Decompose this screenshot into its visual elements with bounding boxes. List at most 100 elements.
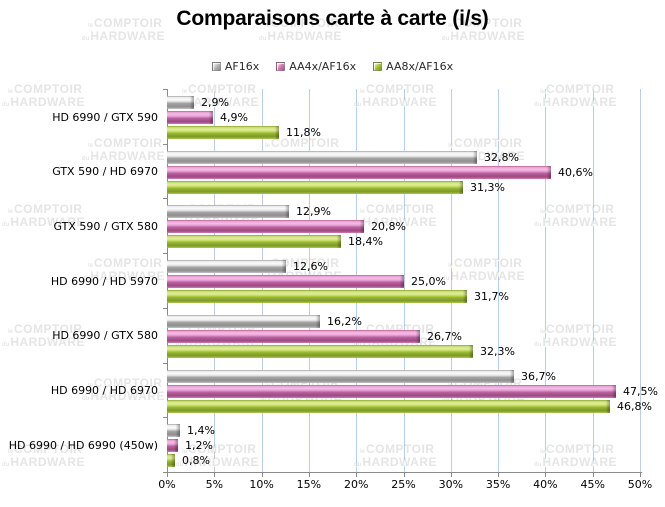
bar-value-label: 18,4% [348,235,383,248]
y-axis-tick [163,89,167,90]
y-axis-tick [163,363,167,364]
x-tick-label: 10% [249,478,274,491]
x-axis-tick [592,472,594,477]
bar-value-label: 12,6% [293,260,328,273]
bar-value-label: 32,8% [484,151,519,164]
legend-swatch-icon [276,62,286,71]
x-axis-tick [545,472,547,477]
x-axis-tick [167,472,168,477]
y-axis-tick [163,417,167,418]
x-tick-label: 5% [205,478,224,491]
x-tick-label: 0% [158,478,176,491]
legend-item-af16x: AF16x [211,60,260,73]
legend-item-aa8x-af16x: AA8x/AF16x [373,60,453,73]
category-label: GTX 590 / HD 6970 [52,165,158,178]
x-axis-tick [214,472,216,477]
bar-value-label: 36,7% [521,370,556,383]
legend-swatch-icon [211,62,221,71]
bar-value-label: 2,9% [201,96,229,109]
x-tick-label: 40% [533,478,558,491]
gridline [545,89,547,472]
x-axis-tick [356,472,358,477]
bar-aa8x-af16x [167,345,473,358]
bar-value-label: 1,4% [187,424,215,437]
gridline [592,89,594,472]
bar-aa8x-af16x [167,400,610,413]
bar-value-label: 26,7% [427,330,462,343]
chart-title: Comparaisons carte à carte (i/s) [176,7,489,30]
x-tick-label: 50% [627,478,653,491]
x-tick-label: 20% [343,478,369,491]
bar-value-label: 0,8% [182,454,210,467]
bar-af16x [167,424,180,437]
category-label: HD 6990 / HD 5970 [50,275,158,288]
category-label: HD 6990 / HD 6990 (450w) [8,439,158,452]
bar-value-label: 20,8% [371,220,406,233]
bar-value-label: 47,5% [623,385,658,398]
gridline [403,89,405,472]
y-axis-tick [163,308,167,309]
bar-af16x [167,205,289,218]
y-axis-tick [163,144,167,145]
bar-aa4x-af16x [167,275,404,288]
bar-value-label: 32,3% [480,345,515,358]
gridline [450,89,452,472]
bar-aa8x-af16x [167,235,341,248]
bar-af16x [167,260,286,273]
category-label: GTX 590 / GTX 580 [53,220,158,233]
x-axis-tick [308,472,310,477]
legend-label: AF16x [224,60,260,73]
bar-af16x [167,315,320,328]
legend-swatch-icon [373,62,383,71]
y-axis-tick [163,253,167,254]
x-axis-tick [261,472,263,477]
gridline [498,89,500,472]
category-label: HD 6990 / HD 6970 [50,384,158,397]
bar-value-label: 16,2% [327,315,362,328]
bar-af16x [167,96,194,109]
bar-aa8x-af16x [167,454,175,467]
bar-aa4x-af16x [167,385,616,398]
bar-aa8x-af16x [167,181,463,194]
bar-aa8x-af16x [167,290,467,303]
bar-aa8x-af16x [167,126,279,139]
legend-label: AA8x/AF16x [386,60,454,73]
bar-aa4x-af16x [167,330,420,343]
x-axis-tick [450,472,452,477]
bar-aa4x-af16x [167,220,364,233]
bar-value-label: 40,6% [558,166,593,179]
x-axis-tick [403,472,405,477]
bar-af16x [167,151,477,164]
bar-value-label: 46,8% [617,400,652,413]
x-tick-label: 15% [296,478,322,491]
bar-value-label: 31,7% [474,290,509,303]
x-axis-tick [640,472,641,477]
x-axis-tick [498,472,500,477]
category-label: HD 6990 / GTX 580 [52,329,158,342]
x-tick-label: 45% [580,478,605,491]
x-tick-label: 35% [485,478,511,491]
legend-label: AA4x/AF16x [289,60,357,73]
bar-af16x [167,370,514,383]
x-tick-label: 30% [438,478,464,491]
bar-value-label: 12,9% [296,205,331,218]
y-axis-tick [163,198,167,199]
